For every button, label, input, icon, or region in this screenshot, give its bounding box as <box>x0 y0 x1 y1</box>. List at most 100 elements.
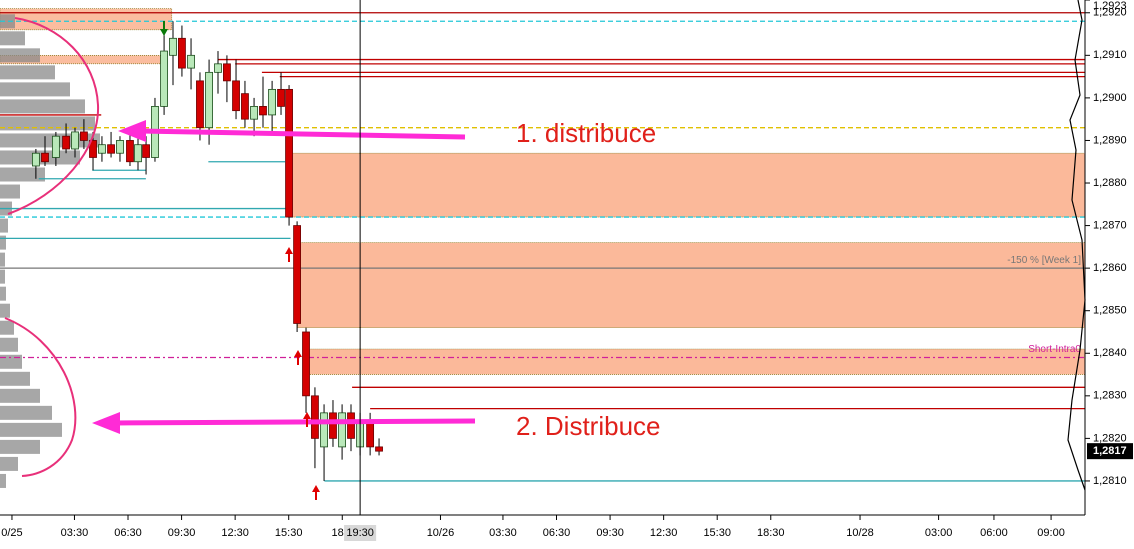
candle-body <box>31 152 40 167</box>
candle-body <box>71 131 79 150</box>
y-tick-label: 1,2820 <box>1093 432 1127 444</box>
profile-bar <box>0 48 40 63</box>
profile-bar <box>0 235 6 250</box>
candle-body <box>160 50 168 107</box>
profile-bar <box>0 388 40 403</box>
profile-bar <box>0 167 45 182</box>
candle-body <box>338 412 346 448</box>
candle-body <box>302 331 310 397</box>
candle-body <box>187 54 195 69</box>
profile-bar <box>0 82 70 97</box>
crosshair-label: 19:30 <box>346 527 374 539</box>
y-tick-label: 1,2830 <box>1093 390 1127 402</box>
profile-bar <box>0 422 62 437</box>
candle-body <box>366 420 375 448</box>
candle-body <box>41 152 49 163</box>
candle-body <box>375 446 383 452</box>
profile-bar <box>0 286 6 301</box>
candle-body <box>178 37 186 69</box>
x-tick-label: 09:00 <box>1037 527 1065 539</box>
last-price-label: 1,2817 <box>1093 445 1127 457</box>
annotation: 2. Distribuce <box>516 411 661 441</box>
hand-curve <box>7 17 100 215</box>
level-label: -150 % [Week 1] <box>1007 255 1081 266</box>
x-tick-label: 09:30 <box>596 527 624 539</box>
candle-body <box>311 395 319 439</box>
profile-bar <box>0 65 55 80</box>
profile-outline <box>1067 0 1086 491</box>
crosshair-label-box <box>344 525 377 541</box>
candle-body <box>232 80 240 112</box>
x-tick-label: 0/25 <box>1 527 22 539</box>
profile-bar <box>0 320 14 335</box>
zones <box>0 8 1086 375</box>
candle-body <box>223 63 231 82</box>
x-tick-label: 03:30 <box>489 527 517 539</box>
signal-arrow <box>160 21 168 36</box>
candle-body <box>51 135 60 158</box>
annotation-arrow <box>118 120 466 142</box>
profile-bar <box>0 303 10 318</box>
y-tick-label: 1,2890 <box>1093 134 1127 146</box>
candle-body <box>320 412 328 448</box>
annotation: 1. distribuce <box>516 118 656 148</box>
profile-bar <box>0 405 52 420</box>
x-tick-label: 09:30 <box>168 527 196 539</box>
x-tick-label: 06:30 <box>543 527 571 539</box>
profile-bar <box>0 218 8 233</box>
profile-bar <box>0 150 80 165</box>
y-tick-label: 1,2810 <box>1093 475 1127 487</box>
levels: -150 % [Week 1] Short-Intra0 <box>0 12 1085 482</box>
candle-body <box>241 93 249 120</box>
x-tick-label: 10/26 <box>427 527 455 539</box>
annotation-arrow <box>92 412 476 434</box>
profile-bar <box>0 252 5 267</box>
last-price-box <box>1087 443 1133 460</box>
x-tick-label: 10/28 <box>846 527 874 539</box>
level-label: Short-Intra0 <box>1028 344 1081 355</box>
profile-bar <box>0 269 5 284</box>
candle-body <box>268 88 276 116</box>
x-tick-label: 12:30 <box>221 527 249 539</box>
profile-bar <box>0 371 30 386</box>
y-tick-label: 1,2850 <box>1093 305 1127 317</box>
candle-body <box>62 135 70 150</box>
profile-bar <box>0 116 95 131</box>
candle-body <box>134 144 142 163</box>
x-tick-label: 06:30 <box>114 527 142 539</box>
profile-bar <box>0 439 40 454</box>
y-tick-label: 1,2923 <box>1093 0 1127 12</box>
candle-body <box>126 140 134 163</box>
candle-body <box>250 106 258 120</box>
candle-body <box>98 144 106 154</box>
x-tick-label: 18:30 <box>757 527 785 539</box>
candle-body <box>107 144 115 154</box>
x-tick-label: 03:30 <box>61 527 89 539</box>
zone <box>0 8 173 31</box>
profile-bar <box>0 473 6 488</box>
y-tick-label: 1,2870 <box>1093 219 1127 231</box>
candle-body <box>285 88 293 218</box>
signal-arrows <box>285 247 320 500</box>
profile-bar <box>0 31 25 46</box>
zone <box>290 152 1086 218</box>
candle-body <box>347 412 355 439</box>
profile-bar <box>0 99 85 114</box>
hand-curve <box>4 317 77 477</box>
candle-body <box>329 412 337 439</box>
candle-body <box>169 37 177 56</box>
x-tick-label: 12:30 <box>650 527 678 539</box>
zone <box>297 242 1086 329</box>
candle-body <box>142 144 150 158</box>
y-tick-label: 1,2900 <box>1093 92 1127 104</box>
y-tick-label: 1,2910 <box>1093 49 1127 61</box>
x-tick-label: 06:00 <box>980 527 1008 539</box>
profile-bar <box>0 337 18 352</box>
x-tick-label: 15:30 <box>703 527 731 539</box>
profile-bar <box>0 14 15 29</box>
candle-body <box>116 140 124 154</box>
candle-body <box>89 140 97 158</box>
profile-bar <box>0 354 22 369</box>
